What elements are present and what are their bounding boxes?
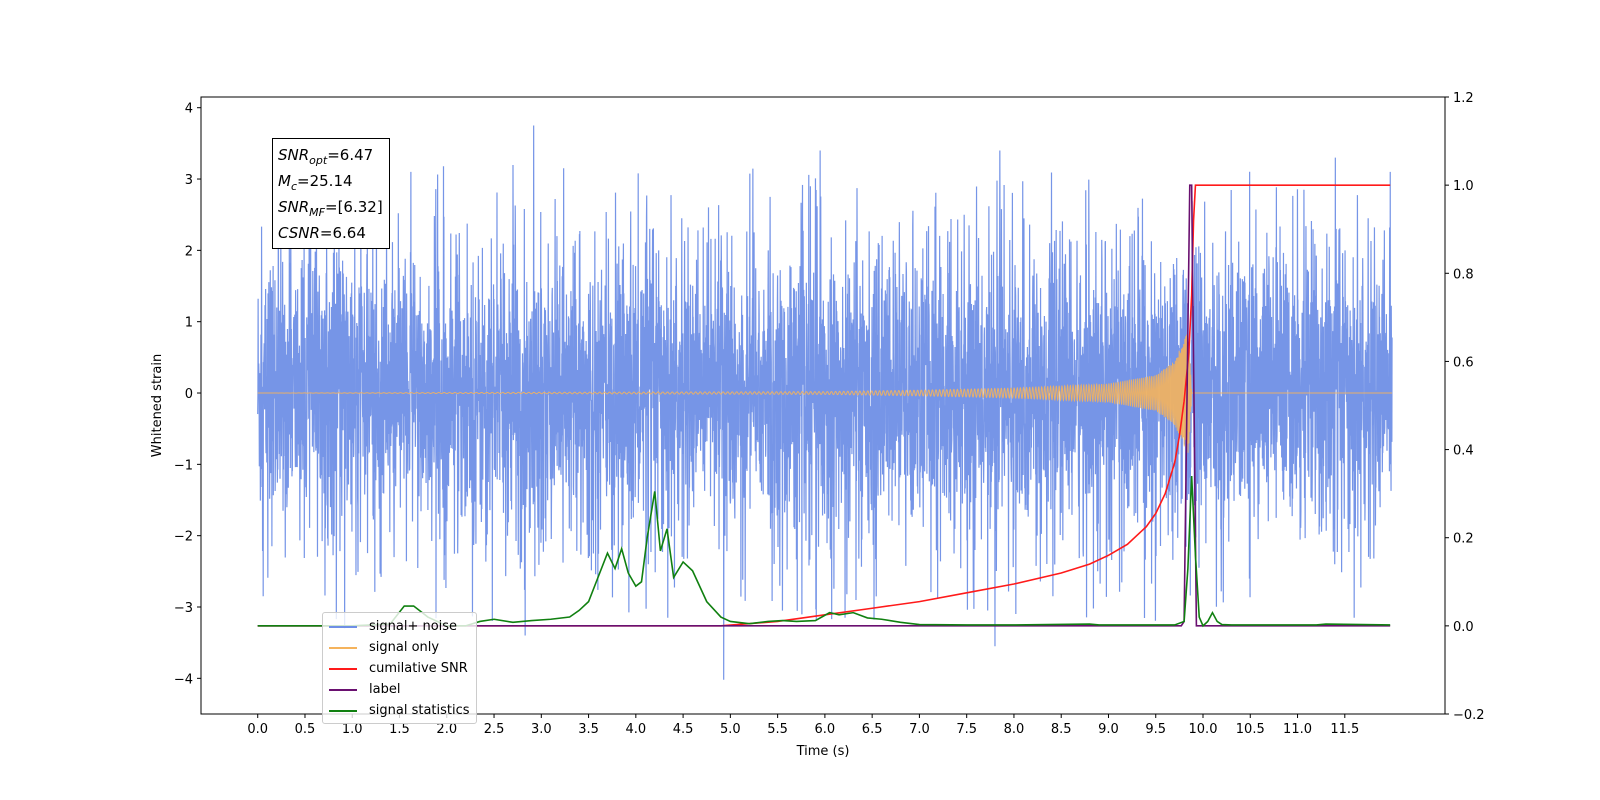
x-tick-label: 5.5 <box>767 722 788 737</box>
y-left-tick-label: 1 <box>185 316 193 331</box>
x-tick-label: 6.5 <box>862 722 883 737</box>
x-tick-label: 11.5 <box>1330 722 1359 737</box>
snr-mf-value: =[6.32] <box>325 198 383 216</box>
signal-only-line <box>257 331 1393 453</box>
mc-row: Mc=25.14 <box>278 172 353 193</box>
x-tick-label: 1.0 <box>342 722 363 737</box>
axes-layer: 0.0 0.5 1.0 1.5 2.0 2.5 3.0 3.5 4.0 4.5 5.0 5.5 6.0 6… <box>174 91 1485 737</box>
legend-label: signal+ noise <box>369 619 458 634</box>
signal-noise-line <box>257 125 1393 680</box>
y-left-tick-label: 4 <box>185 102 193 117</box>
x-tick-label: 10.0 <box>1189 722 1218 737</box>
x-tick-label: 4.5 <box>673 722 694 737</box>
legend-swatch <box>329 646 357 649</box>
x-tick-label: 6.0 <box>815 722 836 737</box>
legend-item-signal-noise: signal+ noise <box>329 616 470 637</box>
y-right-tick-label: 0.8 <box>1453 267 1474 282</box>
x-tick-label: 4.0 <box>625 722 646 737</box>
y-right-tick-label: 0.6 <box>1453 355 1474 370</box>
y-right-tick-label: 0.0 <box>1453 620 1474 635</box>
x-tick-label: 2.5 <box>484 722 505 737</box>
legend-label: signal only <box>369 640 440 655</box>
snr-opt-row: SNRopt=6.47 <box>278 146 374 167</box>
y-right-tick-label: −0.2 <box>1453 708 1485 723</box>
x-tick-label: 0.0 <box>247 722 268 737</box>
x-tick-label: 3.5 <box>578 722 599 737</box>
snr-opt-value: =6.47 <box>327 146 374 164</box>
plot-area-frame <box>200 96 1446 715</box>
legend: signal+ noise signal only cumilative SNR… <box>322 612 477 724</box>
label-line <box>257 184 1391 627</box>
legend-item-signal-only: signal only <box>329 637 470 658</box>
y-left-tick-label: −2 <box>174 530 193 545</box>
x-tick-label: 11.0 <box>1283 722 1312 737</box>
legend-swatch <box>329 625 357 628</box>
y-left-tick-label: −4 <box>174 672 193 687</box>
y-right-tick-label: 1.0 <box>1453 179 1474 194</box>
csnr-row: CSNR=6.64 <box>278 224 366 242</box>
y-right-tick-label: 1.2 <box>1453 91 1474 106</box>
mc-value: =25.14 <box>297 172 353 190</box>
legend-label: signal statistics <box>369 703 470 718</box>
right-axis-series-layer <box>257 184 1391 628</box>
cumulative-snr-line <box>257 184 1391 627</box>
x-tick-label: 2.0 <box>436 722 457 737</box>
legend-swatch <box>329 709 357 712</box>
y-left-tick-label: 2 <box>185 244 193 259</box>
legend-label: label <box>369 682 401 697</box>
x-tick-label: 7.0 <box>909 722 930 737</box>
x-tick-label: 9.0 <box>1098 722 1119 737</box>
y-left-tick-label: −3 <box>174 601 193 616</box>
y-right-tick-label: 0.2 <box>1453 532 1474 547</box>
legend-label: cumilative SNR <box>369 661 468 676</box>
signal-statistics-line <box>257 475 1391 628</box>
x-tick-label: 3.0 <box>531 722 552 737</box>
x-tick-label: 9.5 <box>1145 722 1166 737</box>
x-tick-label: 1.5 <box>389 722 410 737</box>
y-left-tick-label: 3 <box>185 173 193 188</box>
y-right-tick-label: 0.4 <box>1453 444 1474 459</box>
noise-series-layer <box>257 125 1393 680</box>
stats-annotation-box: SNRopt=6.47 Mc=25.14 SNRMF=[6.32] CSNR=6… <box>272 138 390 249</box>
y-left-tick-label: −1 <box>174 458 193 473</box>
x-tick-label: 8.5 <box>1051 722 1072 737</box>
legend-swatch <box>329 688 357 691</box>
legend-item-cumulative-snr: cumilative SNR <box>329 658 470 679</box>
x-tick-label: 10.5 <box>1236 722 1265 737</box>
x-tick-label: 7.5 <box>956 722 977 737</box>
legend-swatch <box>329 667 357 670</box>
snr-mf-row: SNRMF=[6.32] <box>278 198 383 219</box>
y-axis-label: Whitened strain <box>150 354 165 457</box>
csnr-value: =6.64 <box>319 224 366 242</box>
x-tick-label: 5.0 <box>720 722 741 737</box>
legend-item-label: label <box>329 679 470 700</box>
signal-series-layer <box>257 331 1393 453</box>
x-tick-label: 0.5 <box>295 722 316 737</box>
y-left-tick-label: 0 <box>185 387 193 402</box>
legend-item-signal-statistics: signal statistics <box>329 700 470 721</box>
x-tick-label: 8.0 <box>1004 722 1025 737</box>
x-axis-label: Time (s) <box>796 744 850 759</box>
